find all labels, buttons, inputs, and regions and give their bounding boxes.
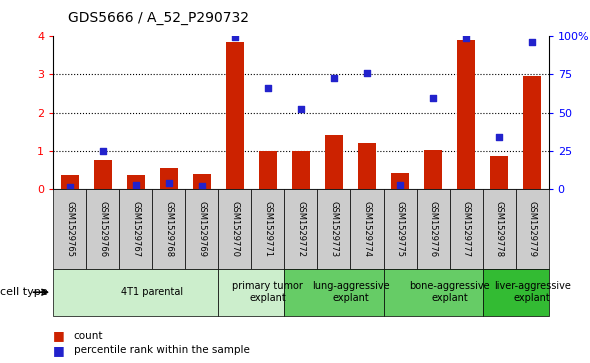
Bar (185, 189, 218, 269)
Text: GSM1529766: GSM1529766 (98, 201, 107, 257)
Bar (193, 174, 211, 189)
Text: GSM1529773: GSM1529773 (329, 201, 339, 257)
Bar (483, 269, 549, 316)
Point (428, 95, 438, 101)
Point (131, 182, 140, 188)
Bar (317, 189, 350, 269)
Bar (160, 168, 178, 189)
Point (494, 134, 504, 140)
Text: lung-aggressive
explant: lung-aggressive explant (312, 281, 389, 303)
Text: percentile rank within the sample: percentile rank within the sample (74, 345, 250, 355)
Point (296, 106, 306, 112)
Point (98, 148, 107, 154)
Text: GSM1529767: GSM1529767 (131, 201, 140, 257)
Bar (384, 189, 417, 269)
Text: GSM1529777: GSM1529777 (461, 201, 471, 257)
Text: GSM1529775: GSM1529775 (395, 201, 405, 257)
Point (65, 184, 74, 190)
Bar (119, 189, 152, 269)
Text: GSM1529765: GSM1529765 (65, 201, 74, 257)
Bar (53, 269, 218, 316)
Text: ■: ■ (53, 344, 65, 357)
Point (527, 39, 537, 45)
Bar (490, 156, 508, 189)
Bar (391, 173, 409, 189)
Bar (325, 135, 343, 189)
Bar (86, 189, 119, 269)
Bar (483, 189, 516, 269)
Point (230, 34, 240, 40)
Point (329, 75, 339, 81)
Text: GSM1529769: GSM1529769 (197, 201, 206, 257)
Bar (284, 269, 384, 316)
Text: primary tumor
explant: primary tumor explant (232, 281, 303, 303)
Bar (284, 189, 317, 269)
Bar (424, 150, 442, 189)
Text: GSM1529778: GSM1529778 (494, 201, 504, 257)
Text: 4T1 parental: 4T1 parental (121, 287, 183, 297)
Bar (259, 151, 277, 189)
Bar (523, 76, 541, 189)
Bar (218, 269, 284, 316)
Bar (450, 189, 483, 269)
Bar (53, 189, 86, 269)
Text: GSM1529771: GSM1529771 (263, 201, 273, 257)
Point (197, 183, 206, 189)
Bar (358, 143, 376, 189)
Text: GSM1529768: GSM1529768 (164, 201, 173, 257)
Text: cell type: cell type (0, 287, 47, 297)
Text: GSM1529776: GSM1529776 (428, 201, 438, 257)
Text: GSM1529779: GSM1529779 (527, 201, 537, 257)
Bar (251, 189, 284, 269)
Bar (226, 42, 244, 189)
Point (395, 182, 405, 188)
Bar (350, 189, 384, 269)
Text: GSM1529770: GSM1529770 (230, 201, 240, 257)
Text: GSM1529774: GSM1529774 (362, 201, 372, 257)
Bar (457, 40, 475, 189)
Point (461, 35, 471, 41)
Bar (516, 189, 549, 269)
Text: GDS5666 / A_52_P290732: GDS5666 / A_52_P290732 (68, 11, 249, 25)
Point (263, 85, 273, 91)
Bar (94, 160, 112, 189)
Bar (292, 151, 310, 189)
Text: bone-aggressive
explant: bone-aggressive explant (409, 281, 490, 303)
Bar (152, 189, 185, 269)
Text: count: count (74, 331, 103, 341)
Text: GSM1529772: GSM1529772 (296, 201, 306, 257)
Bar (127, 175, 145, 189)
Bar (417, 189, 450, 269)
Point (362, 70, 372, 76)
Bar (218, 189, 251, 269)
Text: liver-aggressive
explant: liver-aggressive explant (494, 281, 571, 303)
Text: ■: ■ (53, 329, 65, 342)
Bar (384, 269, 483, 316)
Point (164, 180, 173, 186)
Bar (61, 175, 78, 189)
